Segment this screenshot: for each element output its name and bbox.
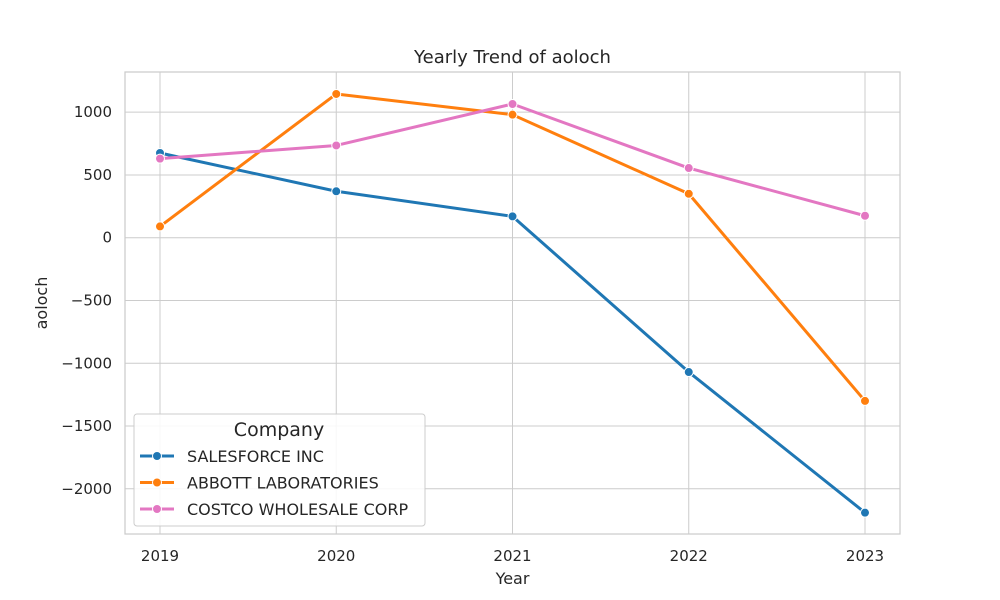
- legend-title: Company: [234, 419, 324, 441]
- data-point: [683, 188, 694, 199]
- series-costco-wholesale-corp: [155, 99, 870, 221]
- data-point: [860, 507, 870, 518]
- data-point: [507, 211, 518, 222]
- data-point: [331, 140, 342, 151]
- y-tick-label: 500: [83, 166, 112, 184]
- legend-swatch-marker: [152, 477, 162, 488]
- x-tick-label: 2022: [670, 547, 708, 565]
- series-group: [155, 88, 870, 518]
- data-point: [683, 367, 694, 378]
- legend-swatch-marker: [152, 451, 162, 461]
- y-tick-label: 1000: [74, 103, 112, 121]
- y-tick-label: 0: [102, 229, 112, 247]
- data-point: [507, 109, 518, 120]
- x-tick-label: 2023: [846, 547, 884, 565]
- y-tick-label: −1000: [61, 354, 112, 372]
- y-tick-label: −500: [71, 291, 112, 309]
- data-point: [683, 163, 694, 174]
- series-abbott-laboratories: [155, 88, 870, 406]
- legend-entry: SALESFORCE INC: [140, 447, 324, 466]
- y-axis-ticks: 1000 500 0 −500 −1000 −1500 −2000: [61, 103, 112, 498]
- legend: Company SALESFORCE INC ABBOTT LABORATORIE…: [133, 413, 426, 527]
- legend-entry: COSTCO WHOLESALE CORP: [140, 500, 408, 519]
- legend-label: ABBOTT LABORATORIES: [187, 474, 379, 493]
- plot-frame: [124, 71, 901, 535]
- data-point: [331, 186, 342, 197]
- legend-label: SALESFORCE INC: [187, 447, 324, 466]
- data-point: [860, 395, 870, 406]
- legend-swatch-marker: [152, 504, 162, 514]
- x-tick-label: 2020: [317, 547, 355, 565]
- y-axis-label: aoloch: [32, 277, 51, 330]
- x-axis-ticks: 2019 2020 2021 2022 2023: [141, 547, 884, 565]
- legend-label: COSTCO WHOLESALE CORP: [187, 500, 408, 519]
- data-point: [507, 99, 518, 110]
- data-point: [155, 153, 165, 164]
- y-tick-label: −2000: [61, 480, 112, 498]
- legend-entries: SALESFORCE INC ABBOTT LABORATORIES COSTCO …: [140, 447, 408, 519]
- legend-box: [133, 413, 426, 527]
- y-tick-label: −1500: [61, 417, 112, 435]
- data-point: [331, 88, 342, 99]
- series-salesforce-inc: [155, 147, 870, 518]
- x-tick-label: 2021: [493, 547, 531, 565]
- data-point: [860, 210, 870, 221]
- x-axis-label: Year: [495, 569, 530, 588]
- x-tick-label: 2019: [141, 547, 179, 565]
- chart-title: Yearly Trend of aoloch: [413, 47, 611, 68]
- data-point: [155, 221, 165, 232]
- legend-entry: ABBOTT LABORATORIES: [140, 474, 379, 493]
